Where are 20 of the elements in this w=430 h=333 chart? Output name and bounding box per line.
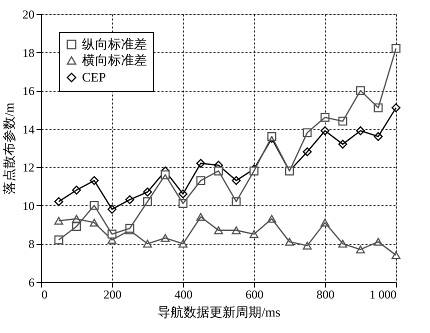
legend-label: 横向标准差 [82,52,147,68]
x-tick-label: 600 [246,288,264,302]
y-tick-label: 12 [22,160,34,175]
x-tick-label: 800 [316,288,334,302]
y-tick-label: 6 [28,276,34,290]
legend-label: CEP [82,70,106,84]
x-tick-label: 1 000 [370,288,396,302]
y-tick-label: 18 [22,46,34,60]
x-tick-label: 0 [42,288,48,302]
y-tick-label: 14 [22,122,34,136]
y-tick-label: 8 [28,237,34,252]
y-tick-label: 20 [22,8,34,22]
x-tick-label: 400 [174,288,192,302]
y-tick-label: 16 [22,84,34,98]
legend-label: 纵向标准差 [82,36,147,52]
x-tick-label: 200 [104,288,122,302]
point [392,44,400,53]
y-tick-label: 10 [22,198,34,213]
y-axis-title: 落点散布参数/m [2,102,16,194]
x-axis-title: 导航数据更新周期/ms [158,304,280,320]
